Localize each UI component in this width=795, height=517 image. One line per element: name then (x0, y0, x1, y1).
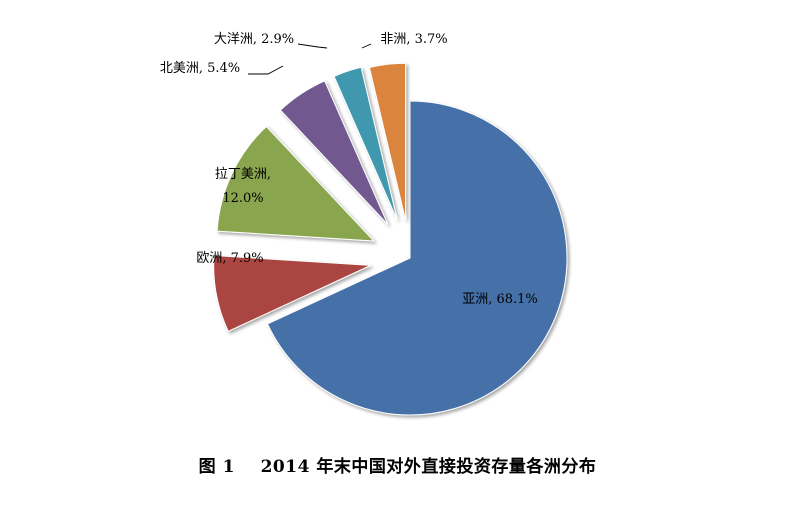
pie-slice-4 (333, 66, 398, 221)
pie-slice-3 (279, 80, 389, 225)
figure-caption: 图 1 2014 年末中国对外直接投资存量各洲分布 (0, 452, 795, 477)
slice-label-2: 拉丁美洲, 12.0% (215, 167, 271, 206)
slice-label-0: 亚洲, 68.1% (462, 292, 538, 307)
pie-slice-5 (368, 62, 407, 221)
pie-slice-2 (216, 125, 376, 242)
pie-slice-1 (213, 254, 371, 332)
leader-line-4 (297, 43, 328, 49)
leader-line-5 (361, 43, 372, 49)
slice-label-5: 非洲, 3.7% (380, 32, 447, 47)
slice-label-4: 大洋洲, 2.9% (214, 32, 294, 47)
figure-number: 图 1 (198, 457, 235, 477)
figure-title: 2014 年末中国对外直接投资存量各洲分布 (260, 457, 597, 477)
pie-slice-0 (266, 100, 568, 416)
slice-label-3: 北美洲, 5.4% (160, 61, 240, 76)
leader-line-3 (248, 65, 284, 75)
slice-label-1: 欧洲, 7.9% (196, 251, 263, 266)
